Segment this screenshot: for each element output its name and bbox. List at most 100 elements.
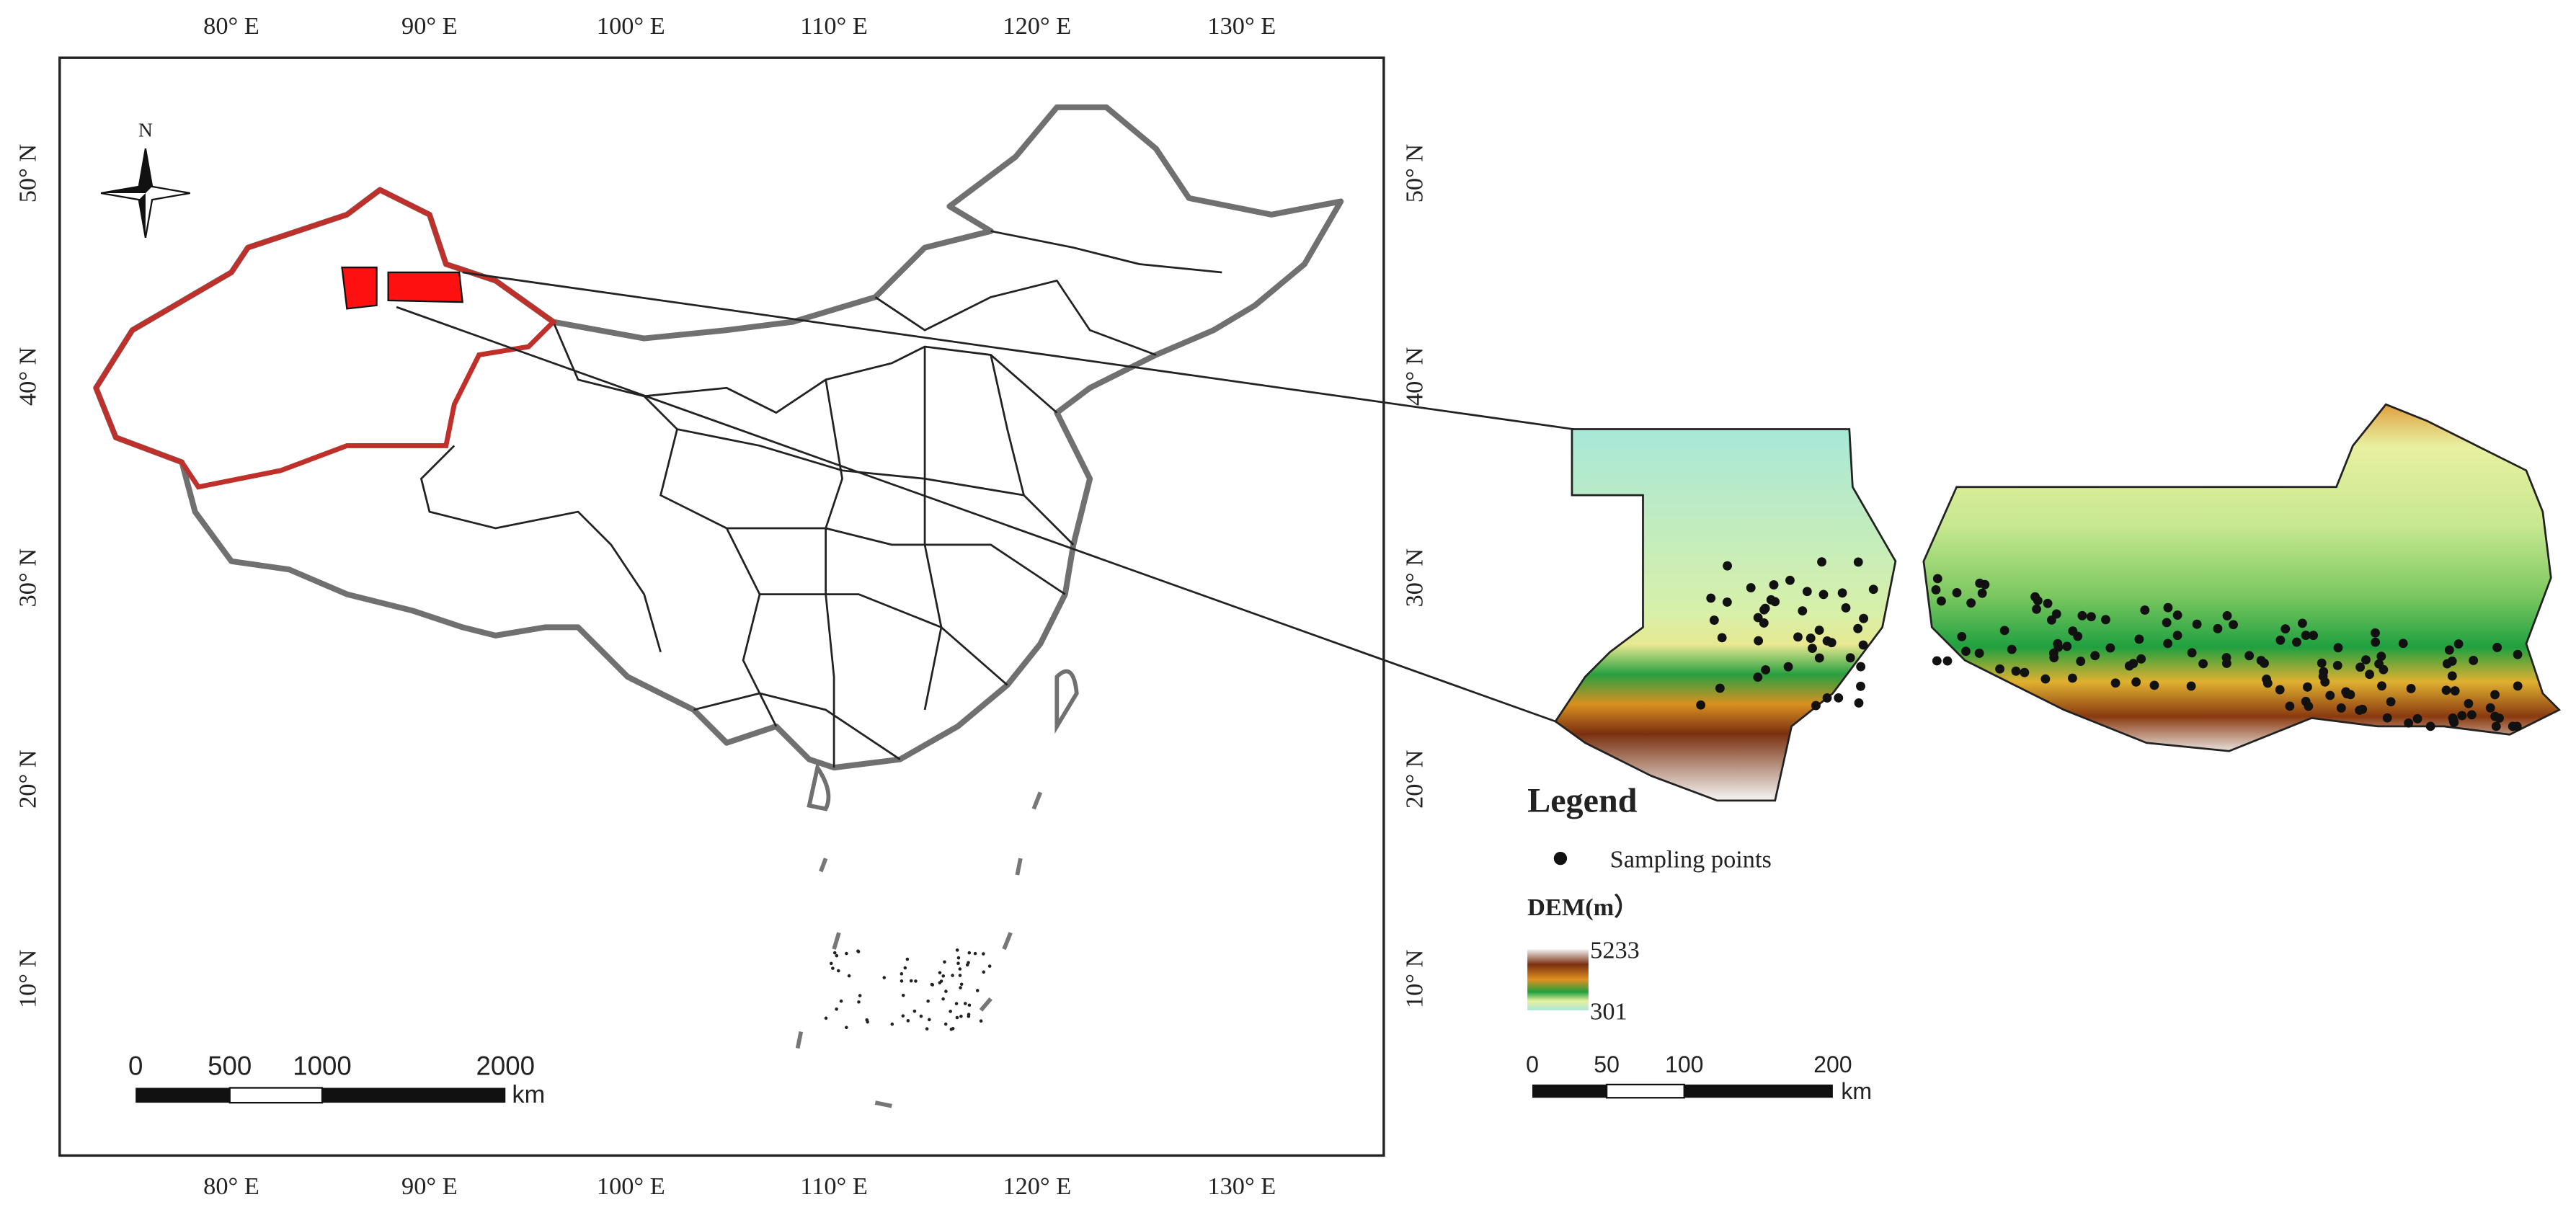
sampling-point — [2285, 701, 2295, 711]
sampling-point — [1974, 649, 1984, 658]
sampling-point — [2192, 619, 2202, 629]
sampling-point — [2386, 697, 2396, 707]
island — [959, 986, 962, 989]
sampling-point — [2303, 682, 2312, 692]
island — [857, 1000, 861, 1004]
sampling-point — [2453, 639, 2464, 649]
sampling-point — [2457, 711, 2467, 721]
sampling-point — [1859, 613, 1869, 623]
sampling-point — [1769, 580, 1779, 590]
lon-label: 110° E — [800, 1173, 868, 1200]
sampling-point — [2447, 671, 2457, 681]
sampling-point — [2020, 667, 2030, 677]
island — [824, 1016, 828, 1020]
sampling-point — [2198, 659, 2208, 669]
island — [845, 951, 848, 956]
sampling-point — [2513, 681, 2523, 691]
sampling-point — [2382, 713, 2392, 723]
lat-label: 40° N — [1401, 347, 1429, 406]
lat-label: 30° N — [1401, 548, 1429, 608]
sampling-point — [2377, 681, 2386, 691]
island — [914, 979, 918, 983]
sampling-point — [1995, 664, 2005, 674]
island — [959, 982, 964, 987]
sampling-point — [2441, 685, 2451, 695]
sampling-point — [2140, 605, 2150, 615]
sampling-point — [2448, 713, 2458, 723]
scale-unit: km — [512, 1081, 545, 1108]
dem-color-bar — [1527, 949, 1589, 1010]
island — [954, 1002, 959, 1005]
sampling-point — [2172, 631, 2182, 641]
sampling-point — [2090, 651, 2100, 661]
sampling-point — [1868, 584, 1878, 595]
sampling-point — [1785, 575, 1795, 585]
lon-label: 80° E — [203, 12, 259, 40]
island — [967, 1014, 971, 1018]
island — [901, 993, 905, 997]
sampling-point — [1802, 587, 1812, 597]
dem-min: 301 — [1590, 997, 1627, 1025]
sampling-point — [2444, 645, 2454, 655]
sampling-point — [2425, 721, 2435, 731]
sampling-point — [2485, 703, 2495, 713]
lon-label: 130° E — [1207, 1173, 1276, 1200]
island — [832, 951, 837, 955]
sampling-point — [2342, 689, 2352, 699]
sampling-point — [2508, 721, 2518, 731]
island — [975, 989, 980, 992]
scale-label: 2000 — [476, 1051, 535, 1081]
sampling-point — [1942, 656, 1953, 666]
sampling-point — [2376, 651, 2386, 662]
sampling-points — [1696, 557, 2523, 731]
sampling-point — [2110, 678, 2120, 688]
sampling-point — [1818, 590, 1829, 600]
sampling-point — [2333, 643, 2343, 653]
island — [939, 979, 943, 983]
sampling-point — [2032, 604, 2041, 614]
island — [973, 951, 977, 956]
island — [882, 976, 887, 979]
lat-label: 10° N — [14, 949, 41, 1008]
xinjiang-outline — [93, 187, 557, 490]
island — [958, 967, 962, 971]
sampling-point — [2262, 678, 2273, 688]
sampling-point — [2221, 653, 2231, 662]
island — [912, 1009, 917, 1013]
sampling-point — [2275, 685, 2285, 695]
sampling-point — [2355, 662, 2366, 672]
legend-title: Legend — [1527, 782, 1638, 820]
sampling-point — [1817, 557, 1826, 567]
scale-label: 1000 — [293, 1051, 351, 1081]
sampling-point — [2040, 674, 2051, 684]
dem-max: 5233 — [1590, 937, 1640, 964]
lon-label: 90° E — [401, 12, 458, 40]
sampling-point — [2062, 641, 2072, 651]
island — [858, 994, 862, 997]
sampling-point — [1834, 693, 1844, 703]
sampling-point — [1837, 588, 1847, 598]
lon-label: 130° E — [1207, 12, 1276, 40]
scale-label: 100 — [1665, 1051, 1703, 1077]
sampling-point — [2187, 648, 2197, 658]
sampling-point — [1754, 636, 1764, 646]
island — [963, 1002, 967, 1005]
sampling-point — [2076, 657, 2086, 667]
sampling-point — [2309, 631, 2318, 641]
sampling-point — [2124, 661, 2134, 671]
sampling-point — [2450, 686, 2460, 696]
island — [847, 974, 851, 978]
sampling-point — [1722, 597, 1732, 607]
lat-label: 20° N — [14, 749, 41, 809]
sampling-point — [1966, 598, 1976, 608]
legend-dot — [1553, 851, 1568, 866]
sampling-point — [2162, 618, 2172, 628]
lon-label: 120° E — [1003, 1173, 1071, 1200]
study-area — [387, 271, 463, 303]
sampling-point — [2043, 598, 2053, 608]
island — [829, 961, 833, 966]
sampling-point — [1961, 646, 1971, 657]
sampling-point — [2163, 602, 2173, 613]
compass-label: N — [138, 120, 153, 141]
